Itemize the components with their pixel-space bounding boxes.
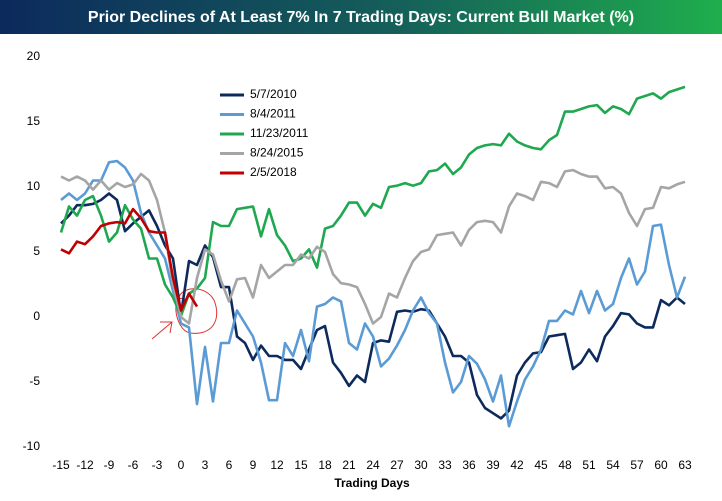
y-tick-label: 20 bbox=[27, 49, 41, 63]
y-tick-label: -10 bbox=[23, 439, 41, 453]
x-tick-label: 33 bbox=[438, 458, 452, 472]
x-tick-label: 27 bbox=[390, 458, 404, 472]
x-tick-label: 60 bbox=[654, 458, 668, 472]
x-tick-label: -3 bbox=[152, 458, 163, 472]
x-tick-label: 63 bbox=[678, 458, 692, 472]
x-tick-label: 6 bbox=[226, 458, 233, 472]
x-tick-label: 12 bbox=[270, 458, 284, 472]
x-tick-label: 21 bbox=[342, 458, 356, 472]
x-tick-label: 42 bbox=[510, 458, 524, 472]
y-tick-label: 5 bbox=[33, 244, 40, 258]
x-axis-label: Trading Days bbox=[334, 476, 410, 490]
y-tick-label: 0 bbox=[33, 309, 40, 323]
x-tick-label: -9 bbox=[104, 458, 115, 472]
x-tick-label: 0 bbox=[178, 458, 185, 472]
x-tick-label: 51 bbox=[582, 458, 596, 472]
x-tick-label: 45 bbox=[534, 458, 548, 472]
x-tick-label: 39 bbox=[486, 458, 500, 472]
legend-label: 8/4/2011 bbox=[250, 107, 296, 121]
legend-label: 8/24/2015 bbox=[250, 146, 304, 160]
annotation-arrow bbox=[151, 321, 173, 340]
x-tick-label: -6 bbox=[128, 458, 139, 472]
x-tick-label: -12 bbox=[76, 458, 94, 472]
x-tick-label: 18 bbox=[318, 458, 332, 472]
x-tick-label: 30 bbox=[414, 458, 428, 472]
x-tick-label: 57 bbox=[630, 458, 644, 472]
chart-title: Prior Declines of At Least 7% In 7 Tradi… bbox=[88, 9, 634, 26]
x-tick-label: 48 bbox=[558, 458, 572, 472]
series-line bbox=[60, 159, 687, 428]
series-line bbox=[60, 207, 199, 312]
x-tick-label: 9 bbox=[250, 458, 257, 472]
y-tick-label: -5 bbox=[29, 374, 40, 388]
x-tick-label: 3 bbox=[202, 458, 209, 472]
y-tick-label: 10 bbox=[27, 179, 41, 193]
legend-label: 11/23/2011 bbox=[250, 126, 309, 140]
x-tick-label: 15 bbox=[294, 458, 308, 472]
x-tick-label: -15 bbox=[52, 458, 70, 472]
series-line bbox=[60, 168, 686, 325]
x-tick-label: 36 bbox=[462, 458, 476, 472]
series-line bbox=[59, 85, 686, 317]
y-tick-label: 15 bbox=[27, 114, 41, 128]
legend-label: 2/5/2018 bbox=[250, 165, 297, 179]
legend-label: 5/7/2010 bbox=[250, 87, 297, 101]
x-tick-label: 24 bbox=[366, 458, 380, 472]
series-line bbox=[60, 192, 686, 420]
title-bar bbox=[0, 0, 722, 34]
x-tick-label: 54 bbox=[606, 458, 620, 472]
